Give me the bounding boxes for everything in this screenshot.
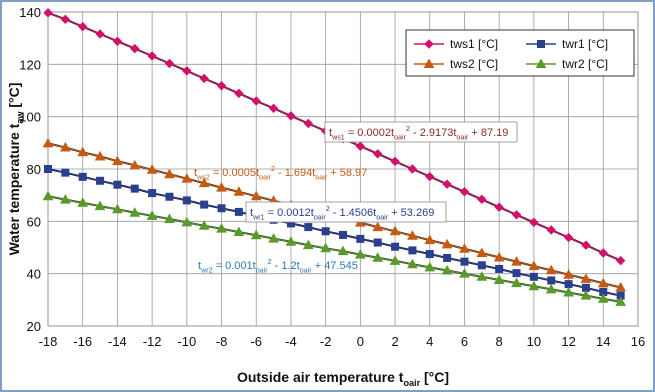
data-point [548,277,555,284]
data-point [79,173,86,180]
data-point [478,262,485,269]
data-point [322,228,329,235]
x-tick-label: -8 [216,334,228,349]
data-point [374,239,381,246]
x-tick-label: -2 [320,334,332,349]
data-point [357,235,364,242]
legend-label: twr2 [°C] [562,57,608,71]
data-point [392,243,399,250]
x-tick-label: 0 [357,334,364,349]
data-point [45,166,52,173]
data-point [201,201,208,208]
x-tick-label: 14 [596,334,610,349]
x-tick-label: -16 [73,334,92,349]
x-tick-label: -10 [177,334,196,349]
x-tick-label: -6 [250,334,262,349]
x-tick-label: 12 [561,334,575,349]
data-point [530,273,537,280]
x-tick-label: -18 [39,334,58,349]
legend-label: twr1 [°C] [562,37,608,51]
x-tick-label: 10 [527,334,541,349]
legend-label: tws2 [°C] [450,57,498,71]
x-tick-label: -14 [108,334,127,349]
data-point [496,265,503,272]
legend-label: tws1 [°C] [450,37,498,51]
data-point [426,251,433,258]
equation-label: twr1 = 0.0012toair2 - 1.4506toair + 53.2… [250,205,434,221]
equation-label: twr2 = 0.001toair2 - 1.2toair + 47.545 [198,258,358,274]
data-point [218,205,225,212]
equation-twr1-c: twr1 = 0.0012toair2 - 1.4506toair + 53.2… [246,202,446,222]
data-point [97,177,104,184]
legend-marker [538,41,545,48]
y-axis-title: Water temperature taw [°C] [6,83,25,256]
data-point [131,185,138,192]
x-tick-label: 6 [461,334,468,349]
equation-twr2-c: twr2 = 0.001toair2 - 1.2toair + 47.545 [198,258,358,274]
data-point [183,197,190,204]
data-point [62,169,69,176]
y-tick-label: 20 [27,319,41,334]
equation-label: tws1 = 0.0002toair2 - 2.9173toair + 87.1… [329,125,508,141]
x-tick-label: 2 [391,334,398,349]
data-point [149,190,156,197]
data-point [305,224,312,231]
data-point [340,231,347,238]
x-tick-label: 8 [496,334,503,349]
legend: tws1 [°C] twr1 [°C] tws2 [°C] twr2 [°C] [406,30,634,76]
data-point [565,281,572,288]
x-axis-title: Outside air temperature toair [°C] [237,369,449,388]
y-tick-label: 140 [19,5,41,20]
x-tick-label: -12 [143,334,162,349]
y-tick-label: 60 [27,214,41,229]
data-point [409,247,416,254]
equation-tws1-c: tws1 = 0.0002toair2 - 2.9173toair + 87.1… [325,122,517,142]
x-tick-label: -4 [285,334,297,349]
equation-tws2-c: tws2 = 0.0005toair2 - 1.694toair + 58.97 [194,165,367,181]
y-tick-label: 80 [27,162,41,177]
data-point [235,208,242,215]
y-tick-label: 120 [19,57,41,72]
data-point [444,254,451,261]
y-tick-label: 40 [27,267,41,282]
x-tick-label: 16 [631,334,645,349]
data-point [461,258,468,265]
x-tick-label: 4 [426,334,433,349]
data-point [513,270,520,277]
equation-label: tws2 = 0.0005toair2 - 1.694toair + 58.97 [194,165,367,181]
data-point [166,193,173,200]
data-point [114,181,121,188]
